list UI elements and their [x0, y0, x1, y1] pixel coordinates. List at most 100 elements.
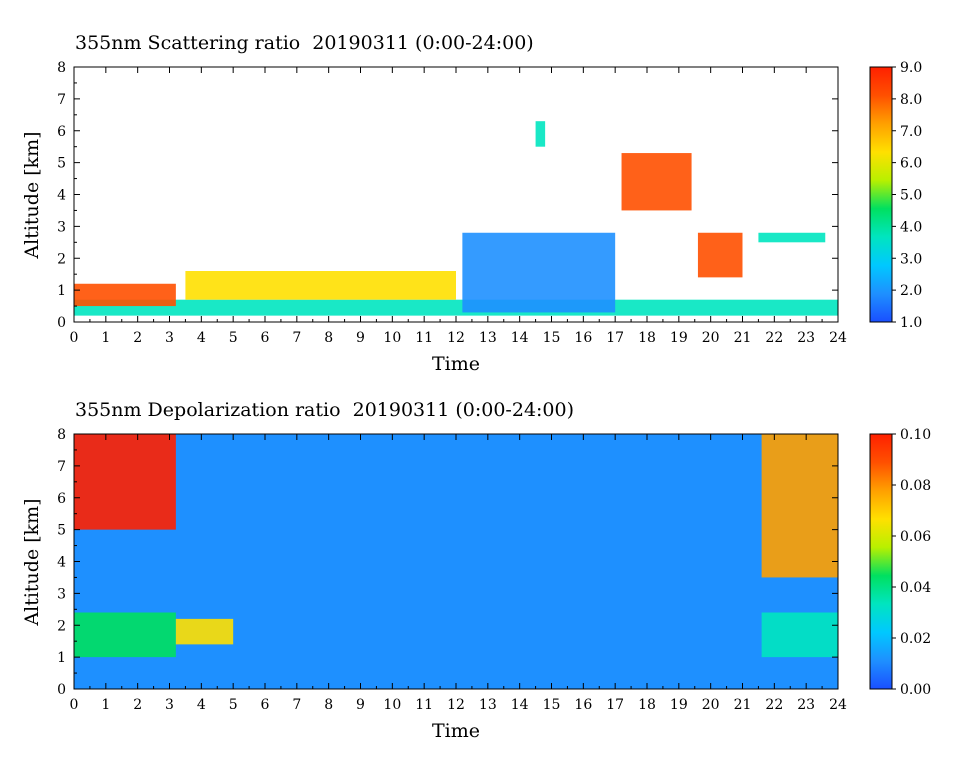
data-region-4	[535, 121, 546, 147]
x-tick-label: 23	[797, 697, 815, 713]
x-tick-label: 16	[574, 330, 592, 346]
colorbar-tick-label: 4.0	[900, 219, 922, 235]
x-tick-label: 8	[324, 697, 333, 713]
y-tick-label: 8	[57, 60, 66, 76]
x-tick-label: 10	[383, 330, 401, 346]
x-tick-label: 6	[261, 330, 270, 346]
data-region-1	[74, 283, 176, 307]
y-tick-label: 2	[57, 251, 66, 267]
colorbar-tick-label: 0.06	[900, 529, 931, 545]
plot-background	[74, 434, 838, 689]
x-tick-label: 1	[101, 697, 110, 713]
x-tick-label: 24	[829, 330, 847, 346]
x-tick-label: 19	[670, 330, 688, 346]
y-tick-label: 7	[57, 92, 66, 108]
y-tick-label: 5	[57, 156, 66, 172]
colorbar-tick-label: 6.0	[900, 156, 922, 172]
x-tick-label: 4	[197, 330, 206, 346]
x-tick-label: 5	[229, 330, 238, 346]
x-tick-label: 7	[292, 330, 301, 346]
x-tick-label: 19	[670, 697, 688, 713]
x-tick-label: 8	[324, 330, 333, 346]
x-tick-label: 16	[574, 697, 592, 713]
y-axis-title-scattering: Altitude [km]	[21, 131, 43, 259]
y-tick-label: 1	[57, 650, 66, 666]
x-tick-label: 17	[606, 697, 624, 713]
colorbar-tick-label: 2.0	[900, 283, 922, 299]
y-tick-label: 3	[57, 586, 66, 602]
y-tick-label: 6	[57, 124, 66, 140]
data-region-2	[175, 618, 234, 645]
colorbar-tick-label: 0.00	[900, 682, 931, 698]
x-tick-label: 22	[765, 330, 783, 346]
chart-title-scattering: 355nm Scattering ratio 20190311 (0:00-24…	[75, 32, 534, 54]
data-region-6	[697, 232, 743, 278]
x-tick-label: 11	[415, 330, 433, 346]
x-tick-label: 20	[702, 697, 720, 713]
colorbar-tick-label: 0.04	[900, 580, 931, 596]
x-tick-label: 17	[606, 330, 624, 346]
colorbar-tick-label: 7.0	[900, 124, 922, 140]
x-tick-label: 12	[447, 330, 465, 346]
x-tick-label: 13	[479, 697, 497, 713]
x-tick-label: 5	[229, 697, 238, 713]
x-tick-label: 2	[133, 330, 142, 346]
x-tick-label: 14	[511, 697, 529, 713]
x-tick-label: 10	[383, 697, 401, 713]
x-tick-label: 23	[797, 330, 815, 346]
x-tick-label: 12	[447, 697, 465, 713]
y-tick-label: 4	[57, 188, 66, 204]
y-tick-label: 8	[57, 427, 66, 443]
y-axis-title-depolarization: Altitude [km]	[21, 498, 43, 626]
x-tick-label: 4	[197, 697, 206, 713]
data-region-1	[74, 612, 176, 658]
colorbar-tick-label: 3.0	[900, 251, 922, 267]
colorbar-tick-label: 0.02	[900, 631, 931, 647]
data-region-0	[74, 299, 838, 316]
x-axis-title-scattering: Time	[432, 353, 480, 375]
y-tick-label: 5	[57, 523, 66, 539]
colorbar	[869, 433, 893, 690]
x-tick-label: 15	[543, 697, 561, 713]
x-tick-label: 9	[356, 330, 365, 346]
x-tick-label: 21	[734, 330, 752, 346]
x-tick-label: 0	[70, 697, 79, 713]
colorbar-tick-label: 8.0	[900, 92, 922, 108]
x-tick-label: 6	[261, 697, 270, 713]
y-tick-label: 7	[57, 459, 66, 475]
x-tick-label: 15	[543, 330, 561, 346]
colorbar	[869, 66, 893, 323]
x-axis-title-depolarization: Time	[432, 720, 480, 742]
x-tick-label: 7	[292, 697, 301, 713]
y-tick-label: 0	[57, 315, 66, 331]
colorbar-tick-label: 5.0	[900, 188, 922, 204]
data-region-5	[621, 153, 692, 211]
x-tick-label: 22	[765, 697, 783, 713]
x-tick-label: 9	[356, 697, 365, 713]
x-tick-label: 14	[511, 330, 529, 346]
colorbar-tick-label: 0.08	[900, 478, 931, 494]
data-region-3	[761, 434, 838, 578]
x-tick-label: 0	[70, 330, 79, 346]
data-region-4	[761, 612, 838, 658]
depolarization-ratio-panel: 355nm Depolarization ratio 20190311 (0:0…	[21, 399, 931, 742]
x-tick-label: 18	[638, 330, 656, 346]
x-tick-label: 2	[133, 697, 142, 713]
data-region-2	[185, 271, 456, 300]
data-region-7	[758, 232, 826, 243]
x-tick-label: 3	[165, 330, 174, 346]
x-tick-label: 21	[734, 697, 752, 713]
colorbar-tick-label: 9.0	[900, 60, 922, 76]
y-tick-label: 4	[57, 555, 66, 571]
y-tick-label: 1	[57, 283, 66, 299]
data-region-3	[462, 232, 616, 313]
colorbar-tick-label: 0.10	[900, 427, 931, 443]
x-tick-label: 18	[638, 697, 656, 713]
y-tick-label: 6	[57, 491, 66, 507]
x-tick-label: 3	[165, 697, 174, 713]
x-tick-label: 20	[702, 330, 720, 346]
chart-title-depolarization: 355nm Depolarization ratio 20190311 (0:0…	[75, 399, 574, 421]
y-tick-label: 3	[57, 219, 66, 235]
colorbar-tick-label: 1.0	[900, 315, 922, 331]
